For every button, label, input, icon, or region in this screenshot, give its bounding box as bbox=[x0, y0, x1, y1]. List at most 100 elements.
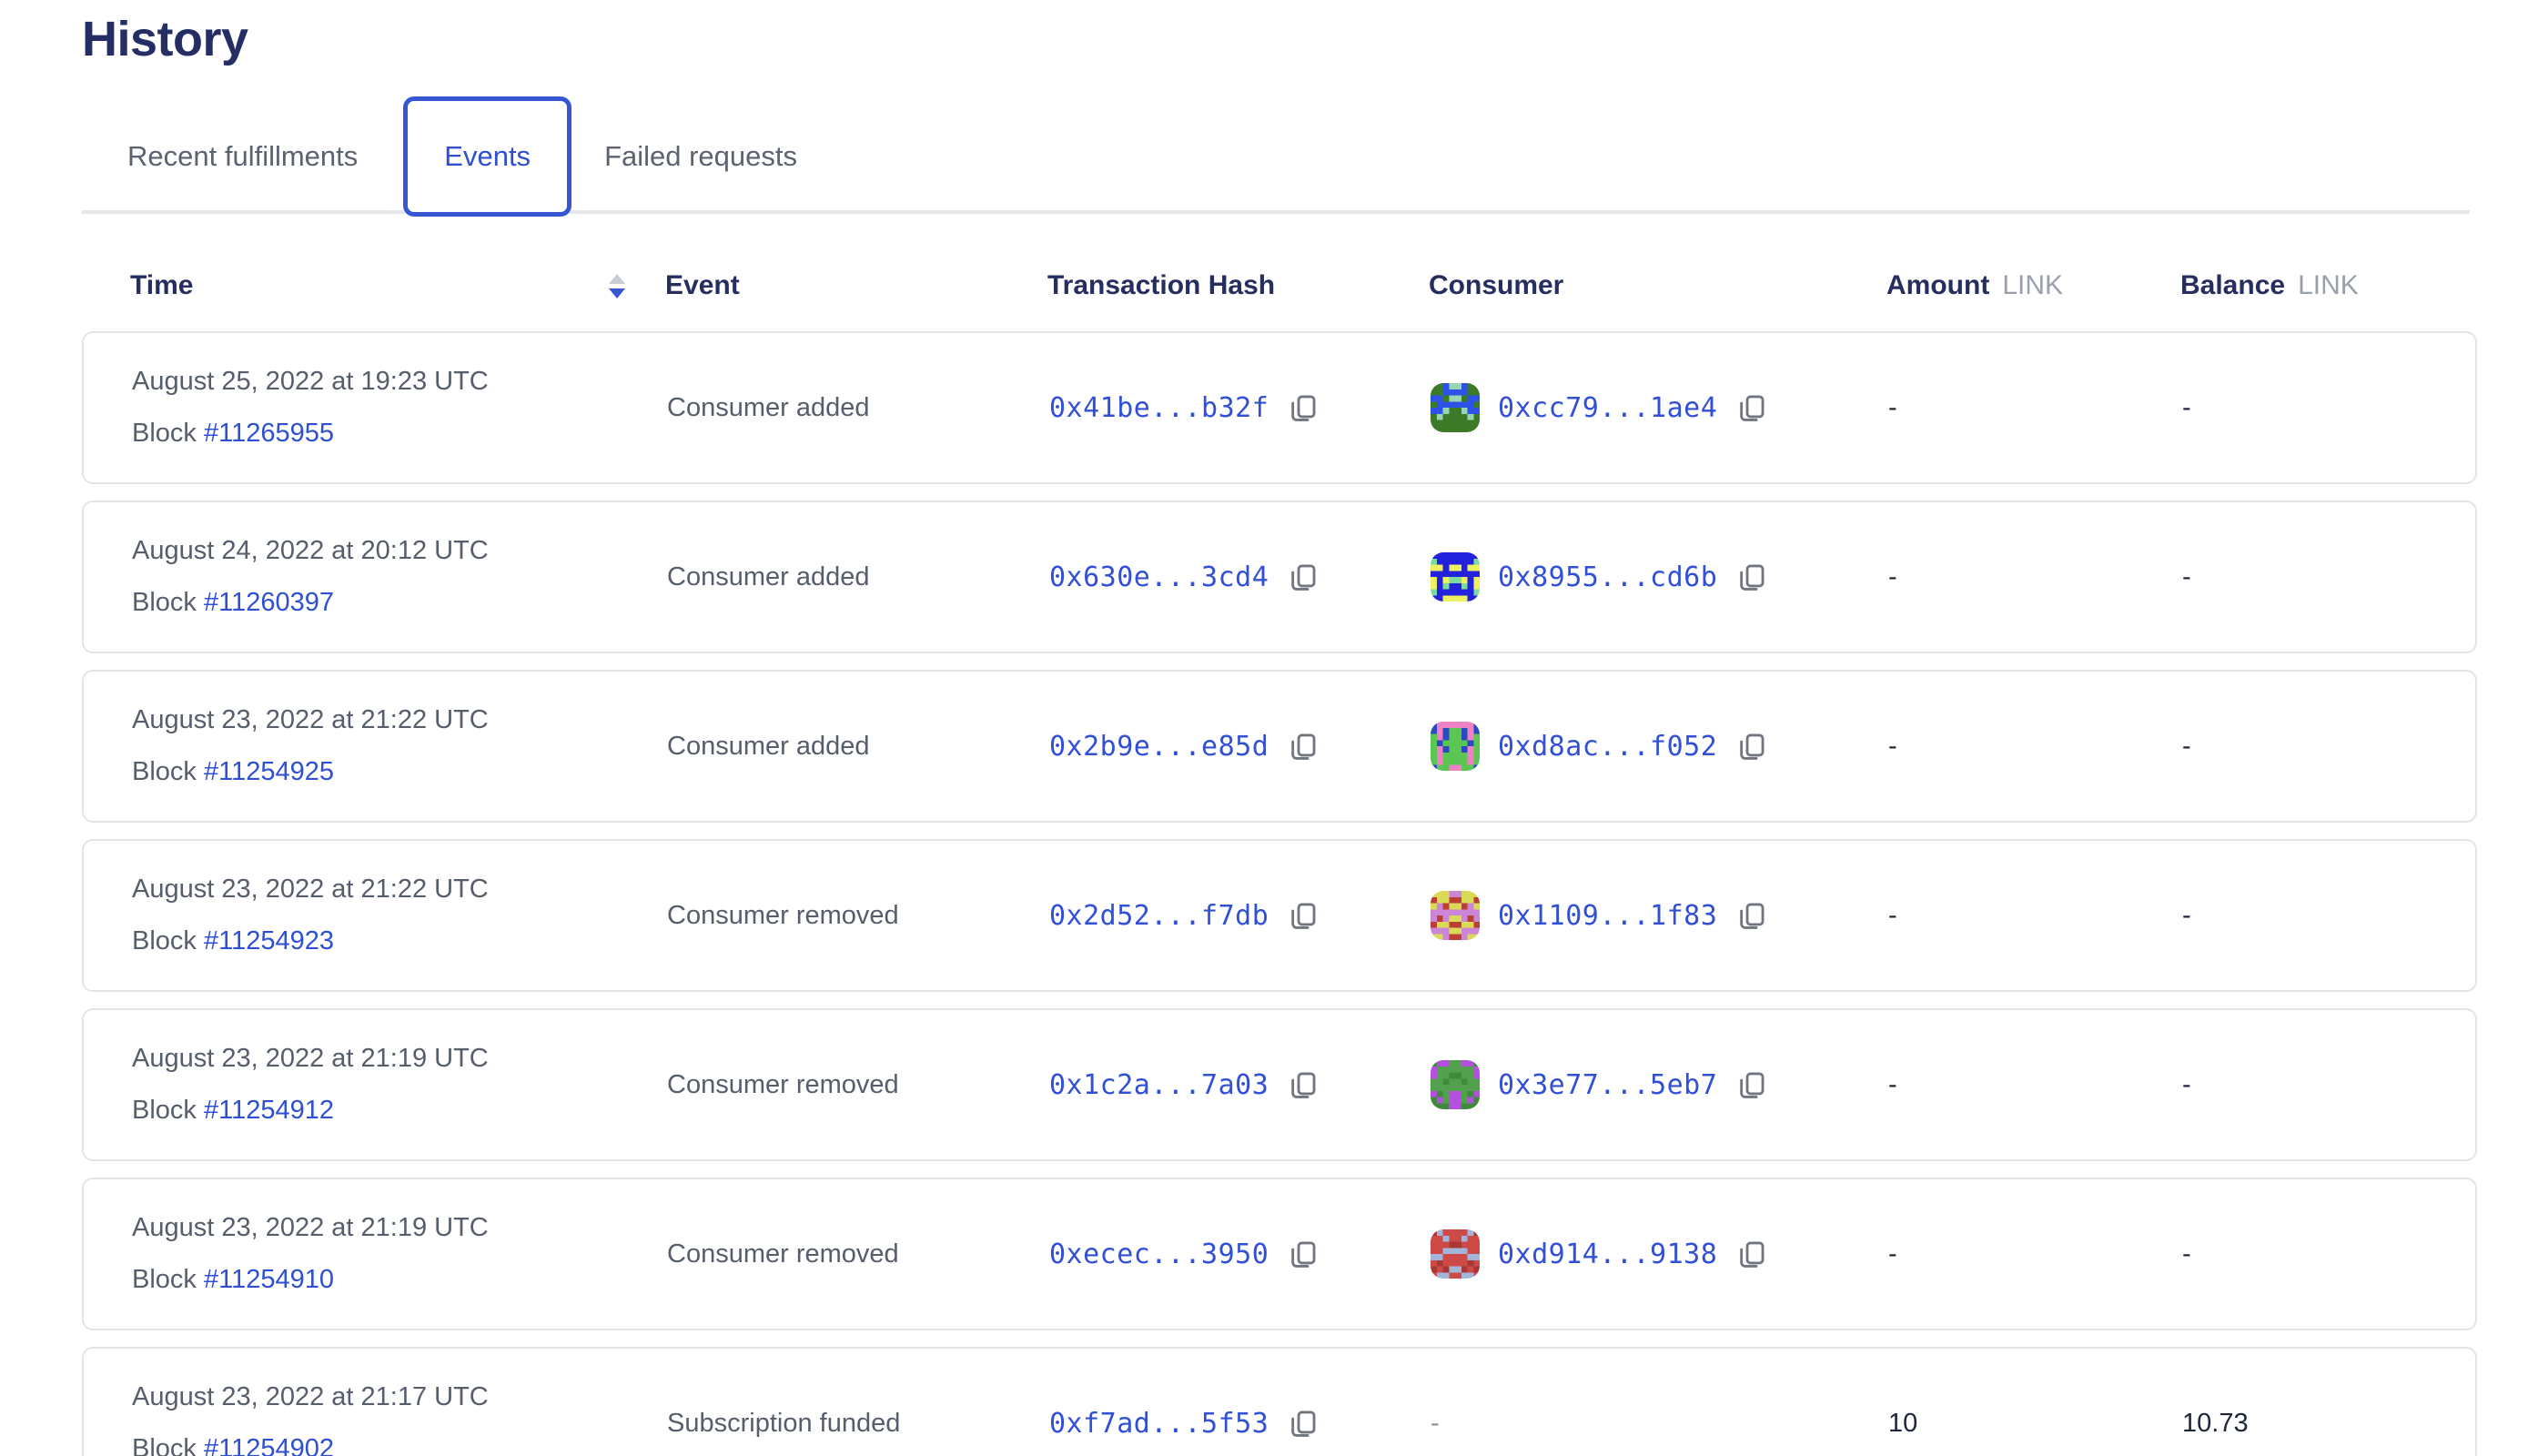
block-number-link[interactable]: #11254910 bbox=[203, 1265, 334, 1294]
consumer-address-link[interactable]: 0x8955...cd6b bbox=[1498, 561, 1718, 593]
transaction-hash-link[interactable]: 0x2d52...f7db bbox=[1049, 899, 1269, 932]
consumer-identicon bbox=[1431, 891, 1480, 940]
balance-unit-label: LINK bbox=[2298, 270, 2359, 300]
copy-icon bbox=[1291, 903, 1316, 929]
transaction-hash-link[interactable]: 0x2b9e...e85d bbox=[1049, 730, 1269, 763]
transaction-hash-link[interactable]: 0x1c2a...7a03 bbox=[1049, 1068, 1269, 1101]
consumer-address-link[interactable]: 0xcc79...1ae4 bbox=[1498, 391, 1718, 424]
consumer-avatar bbox=[1431, 722, 1480, 771]
column-header-time: Time bbox=[130, 270, 665, 302]
block-number-link[interactable]: #11254912 bbox=[203, 1096, 334, 1125]
block-label: Block bbox=[132, 1434, 204, 1456]
block-number-link[interactable]: #11254902 bbox=[203, 1434, 334, 1456]
copy-transaction-hash-button[interactable] bbox=[1287, 1407, 1320, 1440]
transaction-hash-link[interactable]: 0x41be...b32f bbox=[1049, 391, 1269, 424]
row-amount: - bbox=[1888, 1239, 1897, 1269]
tab-recent-fulfillments[interactable]: Recent fulfillments bbox=[127, 140, 359, 172]
block-number-link[interactable]: #11265955 bbox=[203, 419, 334, 448]
row-timestamp: August 23, 2022 at 21:19 UTC bbox=[132, 1213, 489, 1242]
row-event-type: Consumer removed bbox=[667, 1239, 899, 1269]
block-number-link[interactable]: #11254923 bbox=[203, 926, 334, 956]
amount-unit-label: LINK bbox=[2002, 270, 2064, 300]
consumer-identicon bbox=[1431, 383, 1480, 432]
copy-consumer-address-button[interactable] bbox=[1735, 1238, 1768, 1270]
tab-failed-requests[interactable]: Failed requests bbox=[604, 140, 798, 172]
consumer-avatar bbox=[1431, 1060, 1480, 1109]
copy-transaction-hash-button[interactable] bbox=[1287, 1238, 1320, 1270]
copy-transaction-hash-button[interactable] bbox=[1287, 561, 1320, 593]
row-amount: - bbox=[1888, 392, 1897, 422]
consumer-avatar bbox=[1431, 1229, 1480, 1279]
table-row: August 24, 2022 at 20:12 UTC Block #1126… bbox=[82, 500, 2477, 653]
row-timestamp: August 25, 2022 at 19:23 UTC bbox=[132, 367, 489, 396]
copy-icon bbox=[1291, 1241, 1316, 1268]
consumer-avatar bbox=[1431, 552, 1480, 602]
tab-events-label: Events bbox=[444, 140, 531, 172]
sort-asc-icon bbox=[609, 273, 625, 284]
transaction-hash-link[interactable]: 0xf7ad...5f53 bbox=[1049, 1407, 1269, 1440]
table-row: August 23, 2022 at 21:19 UTC Block #1125… bbox=[82, 1178, 2477, 1330]
column-header-amount: Amount LINK bbox=[1886, 270, 2064, 300]
column-header-balance: Balance LINK bbox=[2180, 270, 2359, 300]
copy-consumer-address-button[interactable] bbox=[1735, 730, 1768, 763]
consumer-identicon bbox=[1431, 1060, 1480, 1109]
row-timestamp: August 23, 2022 at 21:22 UTC bbox=[132, 875, 489, 904]
table-row: August 23, 2022 at 21:19 UTC Block #1125… bbox=[82, 1008, 2477, 1161]
consumer-avatar bbox=[1431, 383, 1480, 432]
copy-icon bbox=[1740, 564, 1765, 591]
consumer-address-link[interactable]: 0x3e77...5eb7 bbox=[1498, 1068, 1718, 1101]
column-header-event: Event bbox=[665, 270, 740, 300]
consumer-address-link[interactable]: 0xd8ac...f052 bbox=[1498, 730, 1718, 763]
consumer-identicon bbox=[1431, 1229, 1480, 1279]
copy-icon bbox=[1291, 733, 1316, 760]
copy-transaction-hash-button[interactable] bbox=[1287, 1068, 1320, 1101]
copy-icon bbox=[1740, 1072, 1765, 1098]
copy-icon bbox=[1291, 395, 1316, 421]
tab-bar: Recent fulfillments Events Failed reques… bbox=[82, 96, 2477, 220]
row-timestamp: August 23, 2022 at 21:17 UTC bbox=[132, 1382, 489, 1411]
block-number-link[interactable]: #11254925 bbox=[203, 757, 334, 786]
sort-control[interactable] bbox=[605, 270, 629, 302]
block-number-link[interactable]: #11260397 bbox=[203, 588, 334, 617]
row-timestamp: August 23, 2022 at 21:22 UTC bbox=[132, 705, 489, 734]
copy-transaction-hash-button[interactable] bbox=[1287, 899, 1320, 932]
copy-icon bbox=[1291, 564, 1316, 591]
row-timestamp: August 23, 2022 at 21:19 UTC bbox=[132, 1044, 489, 1073]
consumer-avatar bbox=[1431, 891, 1480, 940]
table-header: Time Event Transaction Hash Consumer Amo… bbox=[82, 264, 2477, 308]
row-balance: - bbox=[2182, 731, 2191, 761]
transaction-hash-link[interactable]: 0x630e...3cd4 bbox=[1049, 561, 1269, 593]
row-amount: 10 bbox=[1888, 1408, 1918, 1438]
row-amount: - bbox=[1888, 900, 1897, 930]
column-header-consumer: Consumer bbox=[1429, 270, 1564, 300]
copy-icon bbox=[1291, 1072, 1316, 1098]
block-label: Block bbox=[132, 1265, 204, 1294]
row-event-type: Consumer added bbox=[667, 731, 870, 761]
block-label: Block bbox=[132, 419, 204, 448]
consumer-address-link[interactable]: 0xd914...9138 bbox=[1498, 1238, 1718, 1270]
row-event-type: Consumer removed bbox=[667, 1069, 899, 1099]
copy-icon bbox=[1740, 903, 1765, 929]
tab-events[interactable]: Events bbox=[403, 96, 572, 217]
copy-icon bbox=[1291, 1410, 1316, 1437]
page-title: History bbox=[82, 12, 248, 66]
block-label: Block bbox=[132, 926, 204, 956]
copy-transaction-hash-button[interactable] bbox=[1287, 730, 1320, 763]
row-timestamp: August 24, 2022 at 20:12 UTC bbox=[132, 536, 489, 565]
copy-consumer-address-button[interactable] bbox=[1735, 561, 1768, 593]
consumer-address-link[interactable]: 0x1109...1f83 bbox=[1498, 899, 1718, 932]
copy-transaction-hash-button[interactable] bbox=[1287, 391, 1320, 424]
copy-consumer-address-button[interactable] bbox=[1735, 1068, 1768, 1101]
copy-icon bbox=[1740, 395, 1765, 421]
sort-desc-icon bbox=[609, 288, 625, 298]
copy-consumer-address-button[interactable] bbox=[1735, 391, 1768, 424]
table-row: August 23, 2022 at 21:22 UTC Block #1125… bbox=[82, 839, 2477, 992]
copy-consumer-address-button[interactable] bbox=[1735, 899, 1768, 932]
consumer-empty-placeholder: - bbox=[1431, 1408, 1440, 1438]
row-event-type: Consumer added bbox=[667, 392, 870, 422]
row-balance: - bbox=[2182, 1239, 2191, 1269]
table-row: August 23, 2022 at 21:17 UTC Block #1125… bbox=[82, 1347, 2477, 1456]
transaction-hash-link[interactable]: 0xecec...3950 bbox=[1049, 1238, 1269, 1270]
tab-underline bbox=[82, 210, 2470, 214]
row-balance: 10.73 bbox=[2182, 1408, 2249, 1438]
